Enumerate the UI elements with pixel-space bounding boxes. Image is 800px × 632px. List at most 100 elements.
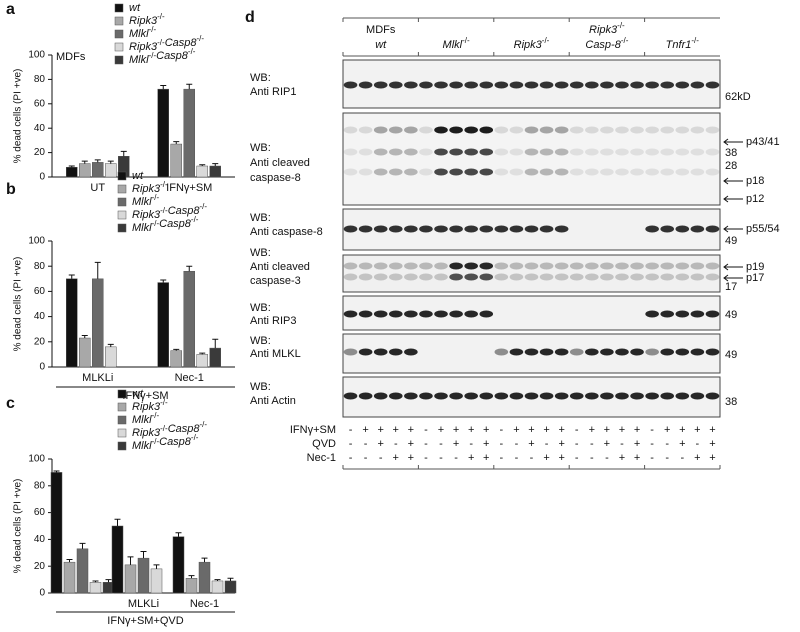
blot-band [358,81,373,89]
blot-band [600,262,614,270]
blot-band [705,310,720,318]
y-tick-label: 80 [34,261,46,272]
blot-band [524,392,539,400]
error-bar [94,159,101,163]
blot-band [388,81,403,89]
legend-swatch [117,223,127,233]
blot-band [630,168,644,176]
blot-band [524,225,539,233]
group-label: Mlkl-/- [443,36,470,51]
blot-band [449,126,463,134]
condition-sign: - [590,438,594,450]
condition-sign: - [500,452,504,464]
bar [89,582,102,594]
blot-band [373,148,388,156]
bar [170,143,182,178]
blot-band [585,168,599,176]
condition-sign: - [530,452,534,464]
blot-band [630,126,644,134]
blot-band [509,126,524,134]
blot-band [449,168,463,176]
legend-label: wt [132,388,144,400]
error-bar [127,556,134,565]
blot-band [600,126,614,134]
bar [111,525,124,594]
blot-band [554,348,569,356]
bar [172,536,185,594]
bar [63,561,76,594]
error-bar [94,261,101,279]
condition-sign: - [575,424,579,436]
blot-band [645,262,659,270]
blot-band [554,225,569,233]
error-bar [212,163,219,167]
blot-band [539,348,554,356]
condition-sign: + [393,452,399,464]
legend-label: Ripk3-/-Casp8-/- [132,202,207,221]
blot-band [343,273,358,281]
x-tick-label: MLKLi [82,372,113,384]
blot-band [358,310,373,318]
blot-band [675,168,690,176]
blot-band [660,262,675,270]
bar [50,472,63,594]
blot-band [404,392,418,400]
blot-band [630,148,644,156]
blot-band [343,392,358,400]
legend-swatch [117,197,127,207]
band-label: p43/41 [746,136,780,148]
blot-band [449,225,463,233]
blot-band [419,168,433,176]
blot-band [585,392,599,400]
error-bar [107,160,114,164]
condition-sign: + [558,438,564,450]
condition-sign: - [545,438,549,450]
condition-sign: + [558,424,564,436]
y-tick-label: 0 [39,172,45,183]
blot-band [645,348,659,356]
blot-band [464,148,478,156]
condition-sign: - [500,438,504,450]
blot-band [645,81,659,89]
condition-sign: + [619,452,625,464]
condition-sign: + [408,452,414,464]
condition-sign: + [393,424,399,436]
y-tick-label: 100 [28,454,45,465]
error-bar [114,518,121,526]
blot-band [479,126,494,134]
size-marker: 49 [725,235,737,247]
bar [66,278,78,368]
bar [79,163,91,178]
blot-band [645,148,659,156]
blot-band [539,262,554,270]
condition-sign: + [694,452,700,464]
row-label: WB: [250,247,271,259]
blot-band [373,310,388,318]
legend-label: Ripk3-/- [129,12,165,27]
row-label: WB: [250,72,271,84]
blot-band [419,273,433,281]
blot-band [404,168,418,176]
group-label: MDFs [366,24,396,36]
y-axis-label: % dead cells (PI +ve) [13,257,24,352]
condition-sign: + [604,438,610,450]
legend-label: Mlkl-/- [132,193,159,208]
blot-band [464,273,478,281]
annotation: MDFs [56,51,86,63]
blot-band [434,273,448,281]
blot-band [388,225,403,233]
error-bar [199,164,206,167]
condition-sign: + [664,424,670,436]
blot-band [358,148,373,156]
error-bar [227,577,234,581]
blot-band [464,310,478,318]
legend-label: Mlkl-/- [129,25,156,40]
legend-swatch [117,389,127,399]
blot-band [479,168,494,176]
blot-band [479,225,494,233]
blot-band [343,225,358,233]
blot-band [615,168,629,176]
blot-band [554,273,569,281]
condition-sign: - [364,438,368,450]
blot-band [660,168,675,176]
